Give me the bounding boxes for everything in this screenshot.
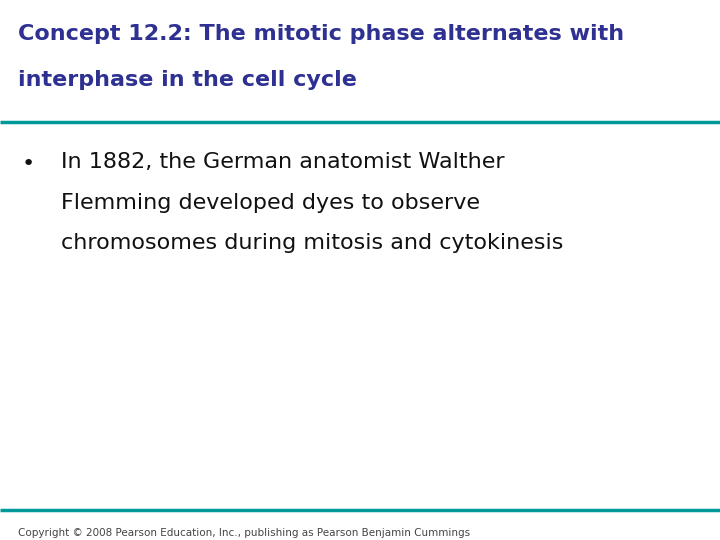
- Text: Copyright © 2008 Pearson Education, Inc., publishing as Pearson Benjamin Cumming: Copyright © 2008 Pearson Education, Inc.…: [18, 528, 470, 538]
- Text: In 1882, the German anatomist Walther: In 1882, the German anatomist Walther: [61, 152, 505, 172]
- Text: chromosomes during mitosis and cytokinesis: chromosomes during mitosis and cytokines…: [61, 233, 564, 253]
- Text: Concept 12.2: The mitotic phase alternates with: Concept 12.2: The mitotic phase alternat…: [18, 24, 624, 44]
- Text: Flemming developed dyes to observe: Flemming developed dyes to observe: [61, 193, 480, 213]
- Text: •: •: [22, 154, 35, 174]
- Text: interphase in the cell cycle: interphase in the cell cycle: [18, 70, 357, 90]
